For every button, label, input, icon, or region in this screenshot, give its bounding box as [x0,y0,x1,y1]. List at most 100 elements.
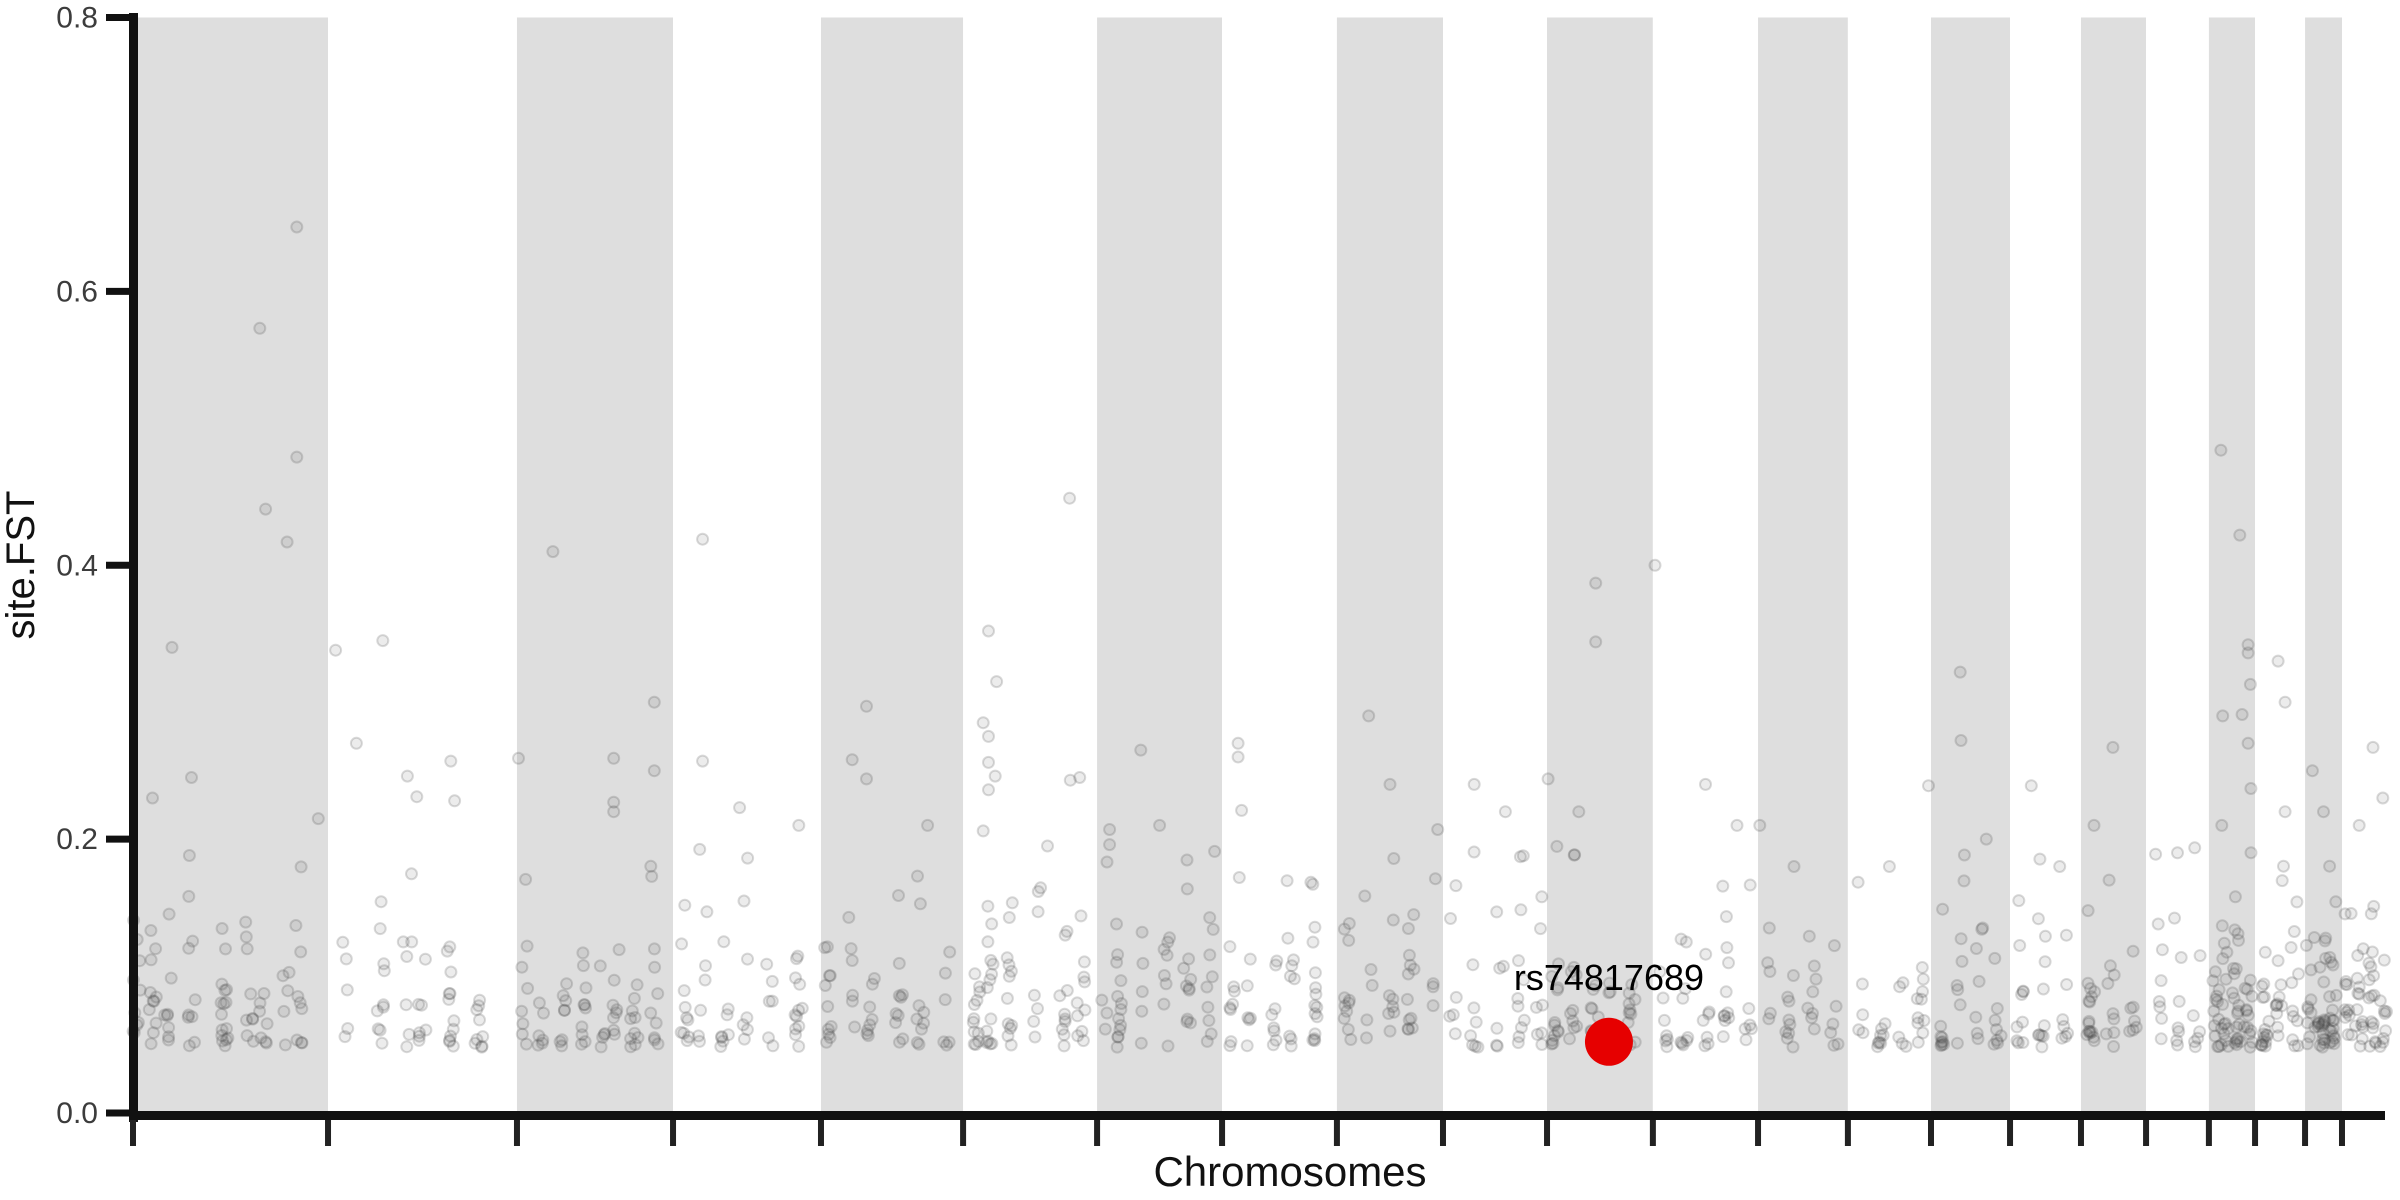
snp-point [147,994,161,1008]
snp-point [1917,1014,1931,1027]
snp-point [1337,1011,1351,1025]
snp-point [1895,1037,1909,1050]
snp-point [553,1035,567,1049]
snp-point [1934,1039,1948,1053]
snp-point [295,1036,308,1050]
snp-point [1075,1024,1089,1038]
snp-point [470,1033,484,1046]
snp-point [2269,998,2283,1012]
snp-point [2107,1026,2121,1040]
snp-point [1622,997,1636,1011]
snp-point [971,1026,985,1040]
snp-point [1431,823,1445,836]
snp-point [1603,985,1617,999]
snp-point [2270,997,2284,1011]
snp-point [1564,965,1578,979]
snp-point [823,1031,837,1044]
snp-point [2232,1017,2246,1031]
snp-point [1802,929,1816,943]
snp-point [1100,1006,1114,1020]
snp-point [1739,1033,1753,1047]
snp-point [789,1028,802,1042]
snp-point [1308,998,1322,1012]
snp-point [576,959,590,973]
snp-point [2326,1013,2340,1027]
snp-point [188,1035,201,1049]
snp-point [1341,1023,1355,1036]
snp-point [1969,1010,1983,1024]
chromosome-band-21 [2305,17,2342,1113]
snp-point [910,1012,924,1026]
snp-point [1490,905,1504,919]
snp-point [311,812,325,826]
snp-point [1110,955,1124,969]
snp-point [2230,1032,2244,1046]
snp-point [1622,1006,1636,1020]
snp-point [865,977,879,991]
snp-point [867,972,881,985]
snp-point [1111,1030,1125,1044]
snp-point [980,981,994,995]
snp-point [969,1038,983,1051]
snp-point [1308,1032,1321,1046]
snp-point [158,1008,172,1022]
snp-point [472,999,486,1013]
snp-point [399,998,413,1012]
snp-point [2327,1029,2340,1043]
snp-point [246,1012,260,1026]
snp-point [1781,990,1795,1004]
snp-point [1957,874,1971,888]
x-tick-chr-11 [1544,1120,1551,1146]
snp-point [1552,957,1565,971]
snp-point [624,1032,638,1046]
snp-point [792,1039,806,1053]
snp-point [912,1037,926,1051]
snp-point [1226,997,1240,1011]
snp-point [2277,859,2290,873]
snp-point [2327,1037,2341,1051]
snp-point [2211,1040,2225,1054]
snp-point [1206,922,1220,936]
snp-point [376,1000,390,1014]
chromosome-band-15 [1930,17,2011,1113]
snp-point [1856,1008,1870,1022]
snp-point [675,937,689,951]
snp-point [1161,1039,1175,1053]
snp-point [2209,992,2223,1006]
snp-point [259,1036,273,1050]
snp-point [795,1001,809,1015]
snp-point [1265,1008,1279,1022]
snp-point [990,675,1004,689]
snp-point [624,1012,638,1026]
snp-point [1530,1027,1544,1041]
snp-point [2355,1018,2369,1032]
snp-point [182,1008,196,1022]
snp-point [677,1026,691,1040]
snp-point [1269,1033,1283,1047]
snp-point [2083,1024,2097,1038]
snp-point [1957,848,1971,862]
snp-point [1342,933,1356,947]
snp-point [282,965,296,979]
x-tick-chr-21 [2302,1120,2309,1146]
snp-point [1466,958,1480,972]
snp-point [2208,1029,2222,1043]
snp-point [400,769,414,783]
snp-point [2338,1010,2352,1024]
snp-point [1241,1011,1255,1025]
snp-point [736,1018,750,1032]
snp-point [2107,968,2121,982]
snp-point [645,869,659,883]
snp-point [1871,1036,1885,1050]
snp-point [2149,847,2163,861]
snp-point [1878,1017,1892,1031]
snp-point [182,849,196,862]
snp-point [1780,1031,1794,1045]
snp-point [1517,1013,1531,1027]
snp-point [714,1040,728,1053]
snp-point [700,905,714,919]
snp-point [1829,999,1843,1013]
snp-point [277,1004,291,1018]
snp-point [2037,1019,2051,1033]
